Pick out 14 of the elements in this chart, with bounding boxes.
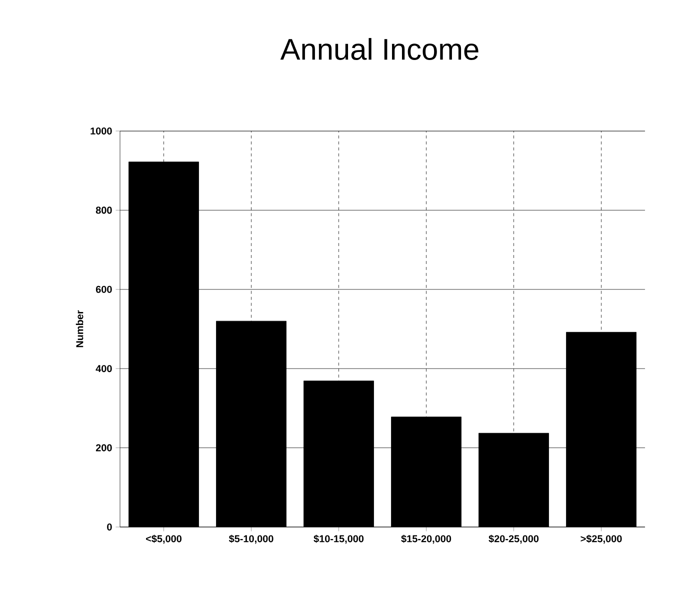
y-tick-label: 200 xyxy=(96,444,112,452)
y-tick-label: 800 xyxy=(96,206,112,214)
x-tick-label: <$5,000 xyxy=(146,534,182,544)
y-axis-title: Number xyxy=(76,310,84,348)
y-tick-label: 600 xyxy=(96,286,112,293)
y-tick-label: 0 xyxy=(107,523,112,531)
chart-title: Annual Income xyxy=(280,38,478,60)
x-tick-label: $5-10,000 xyxy=(228,534,274,544)
x-tick-label: $20-25,000 xyxy=(488,534,539,544)
y-tick-label: 1000 xyxy=(90,127,112,135)
x-tick-label: $10-15,000 xyxy=(314,534,364,544)
y-tick-label: 400 xyxy=(96,365,112,372)
x-tick-label: >$25,000 xyxy=(580,534,622,544)
x-tick-label: $15-20,000 xyxy=(401,534,452,544)
